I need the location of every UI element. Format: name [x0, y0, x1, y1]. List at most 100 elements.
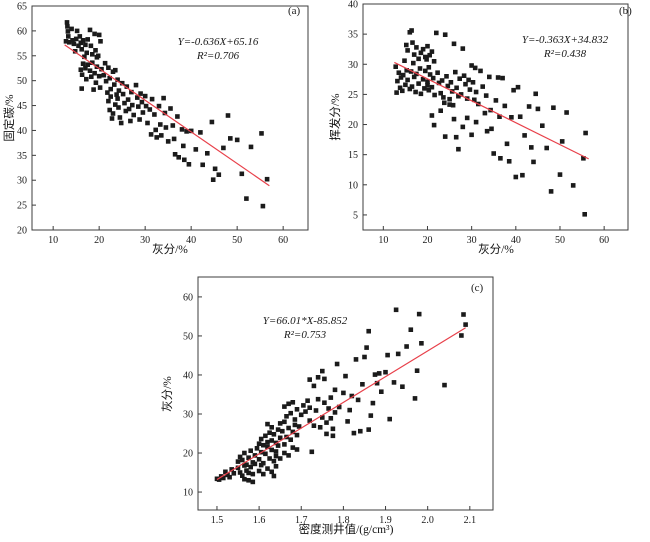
data-point	[500, 75, 505, 81]
data-point	[136, 104, 141, 109]
data-point	[110, 111, 116, 116]
data-point	[113, 67, 118, 73]
data-point	[324, 420, 329, 425]
data-point	[96, 32, 102, 38]
x-tick-label: 40	[186, 235, 196, 246]
data-point	[138, 91, 143, 96]
data-point	[254, 446, 260, 451]
data-point	[564, 110, 569, 115]
data-point	[448, 80, 454, 85]
data-point	[149, 96, 155, 102]
equation-c: Y=66.01*X-85.852	[262, 315, 348, 327]
data-point	[442, 134, 448, 139]
data-point	[347, 407, 352, 413]
data-point	[256, 441, 262, 446]
data-point	[200, 162, 205, 168]
data-point	[145, 120, 150, 126]
data-point	[387, 416, 392, 422]
data-point	[129, 89, 134, 95]
data-point	[143, 103, 149, 109]
data-point	[118, 120, 124, 126]
data-point	[398, 75, 404, 80]
y-axis-title-c: 灰分/%	[162, 376, 174, 412]
y-tick-label: 60	[17, 26, 27, 37]
data-point	[290, 429, 296, 435]
data-point	[489, 126, 494, 132]
data-point	[326, 406, 331, 411]
data-point	[420, 77, 426, 82]
x-tick-label: 20	[94, 235, 104, 246]
data-point	[495, 75, 501, 80]
data-point	[271, 458, 277, 464]
data-point	[246, 470, 251, 476]
data-point	[235, 465, 241, 471]
data-point	[73, 36, 79, 42]
data-point	[184, 129, 189, 134]
data-point	[301, 403, 306, 408]
data-point	[103, 78, 109, 84]
data-point	[404, 42, 409, 48]
data-point	[171, 136, 177, 142]
data-point	[315, 396, 321, 402]
data-point	[248, 448, 253, 453]
chart-b-plot-area: 10 20 30 40 50 60 5 10 15 20 25 30 35 40	[348, 0, 629, 246]
data-point	[341, 390, 346, 396]
data-point	[106, 65, 111, 70]
data-point	[250, 479, 256, 485]
data-point	[139, 99, 145, 105]
data-point	[229, 467, 234, 472]
data-point	[408, 69, 414, 74]
data-point	[330, 426, 336, 432]
data-point	[393, 307, 399, 313]
data-point	[544, 145, 549, 151]
data-point	[296, 424, 302, 429]
data-point	[250, 471, 256, 477]
data-point	[498, 156, 503, 161]
data-point	[400, 384, 405, 389]
data-point	[311, 383, 317, 389]
data-point	[282, 442, 287, 447]
data-point	[246, 478, 251, 483]
data-point	[288, 410, 293, 416]
data-point	[493, 98, 499, 103]
data-point	[280, 428, 285, 434]
data-point	[286, 453, 291, 458]
data-point	[334, 361, 340, 367]
y-axis-title-b: 挥发分/%	[330, 93, 342, 141]
data-point	[294, 432, 300, 438]
regression-line	[394, 61, 589, 160]
data-point	[407, 86, 413, 92]
data-point	[261, 442, 266, 448]
data-point	[182, 157, 187, 163]
data-point	[400, 72, 406, 78]
plot-frame	[362, 3, 629, 231]
data-point	[79, 47, 84, 52]
data-point	[557, 172, 563, 177]
y-tick-label: 30	[183, 409, 193, 420]
data-point	[165, 139, 171, 144]
data-point	[423, 68, 428, 74]
x-tick-label: 1.6	[253, 515, 266, 526]
data-point	[435, 70, 440, 75]
data-point	[307, 418, 312, 423]
data-point	[79, 72, 85, 77]
data-point	[414, 45, 419, 50]
data-point	[294, 407, 300, 412]
x-tick-label: 30	[467, 235, 477, 246]
data-point	[163, 125, 169, 130]
data-point	[434, 30, 439, 36]
annotation-b: Y=-0.363X+34.832 R²=0.438	[522, 33, 608, 62]
data-point	[273, 464, 279, 469]
data-point	[438, 108, 443, 113]
data-point	[559, 139, 565, 144]
data-point	[115, 96, 120, 101]
data-point	[343, 373, 348, 379]
data-point	[70, 38, 75, 43]
data-point	[97, 85, 103, 90]
data-point	[395, 78, 400, 84]
data-point	[107, 75, 112, 81]
data-point	[286, 401, 291, 407]
data-point	[376, 371, 382, 376]
x-tick-label: 50	[232, 235, 242, 246]
data-point	[137, 117, 142, 122]
